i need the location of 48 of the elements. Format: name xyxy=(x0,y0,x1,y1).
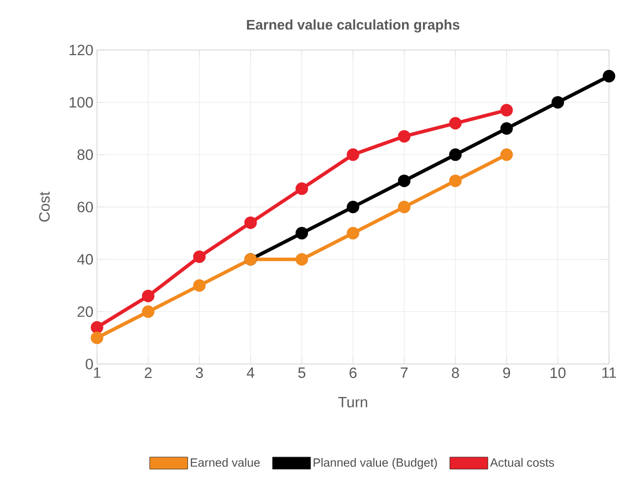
point xyxy=(90,332,104,344)
x-tick-label: 8 xyxy=(452,368,459,378)
point xyxy=(500,122,513,135)
point xyxy=(346,200,360,214)
chart-title: Earned value calculation graphs xyxy=(246,19,460,32)
x-tick-label: 9 xyxy=(503,368,510,378)
point xyxy=(500,104,513,116)
x-tick-label: 6 xyxy=(350,368,357,378)
point xyxy=(193,279,206,292)
point xyxy=(449,117,462,130)
x-tick-label: 1 xyxy=(94,368,100,378)
point xyxy=(296,226,308,240)
point xyxy=(296,182,308,195)
legend-label: Earned value xyxy=(190,458,260,467)
x-tick-label: 3 xyxy=(196,368,203,378)
point xyxy=(142,305,154,318)
point xyxy=(244,216,257,229)
point xyxy=(142,290,154,302)
y-tick-label: 40 xyxy=(77,254,93,265)
y-tick-label: 60 xyxy=(78,202,93,212)
y-tick-label: 100 xyxy=(70,97,93,108)
y-axis-title: Cost xyxy=(39,192,50,222)
point xyxy=(449,174,462,188)
point xyxy=(296,253,308,266)
y-tick-label: 0 xyxy=(86,358,93,370)
x-tick-label: 10 xyxy=(550,368,566,378)
point xyxy=(346,226,360,240)
point xyxy=(552,96,564,109)
legend-label: Planned value (Budget) xyxy=(314,458,437,470)
point xyxy=(346,148,360,161)
x-axis-title: Turn xyxy=(338,396,368,408)
legend-label: Actual costs xyxy=(490,458,554,467)
point xyxy=(602,70,616,82)
point xyxy=(398,130,410,143)
y-tick-label: 20 xyxy=(78,306,93,317)
point xyxy=(193,250,206,263)
x-tick-label: 2 xyxy=(144,368,152,378)
y-tick-label: 80 xyxy=(78,149,93,160)
point xyxy=(500,148,513,161)
x-tick-label: 4 xyxy=(246,368,254,378)
x-tick-label: 11 xyxy=(602,368,616,378)
x-tick-label: 5 xyxy=(298,368,306,378)
point xyxy=(90,321,104,334)
point xyxy=(449,148,462,161)
y-tick-label: 120 xyxy=(70,44,93,56)
point xyxy=(398,200,410,214)
x-tick-label: 7 xyxy=(400,368,408,378)
point xyxy=(398,174,410,188)
